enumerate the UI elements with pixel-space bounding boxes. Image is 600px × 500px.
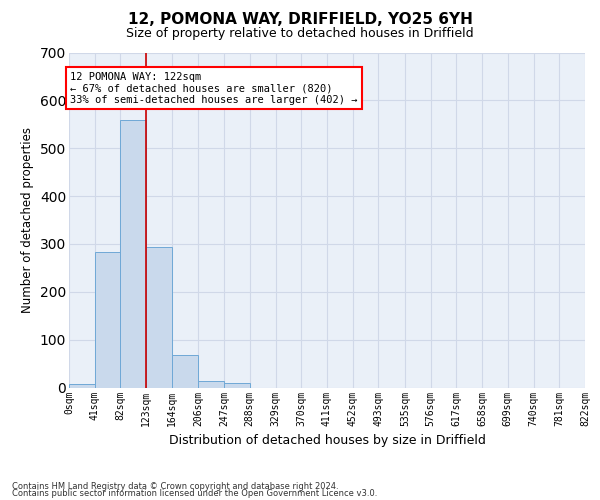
Text: 12, POMONA WAY, DRIFFIELD, YO25 6YH: 12, POMONA WAY, DRIFFIELD, YO25 6YH [128, 12, 472, 28]
Text: Contains public sector information licensed under the Open Government Licence v3: Contains public sector information licen… [12, 489, 377, 498]
Bar [121, 120, 146, 388]
Bar [69, 384, 95, 388]
Text: Size of property relative to detached houses in Driffield: Size of property relative to detached ho… [126, 28, 474, 40]
Bar [172, 355, 199, 388]
Y-axis label: Number of detached properties: Number of detached properties [21, 127, 34, 313]
Text: Contains HM Land Registry data © Crown copyright and database right 2024.: Contains HM Land Registry data © Crown c… [12, 482, 338, 491]
X-axis label: Distribution of detached houses by size in Driffield: Distribution of detached houses by size … [169, 434, 485, 447]
Bar [95, 252, 121, 388]
Bar [224, 383, 250, 388]
Text: 12 POMONA WAY: 122sqm
← 67% of detached houses are smaller (820)
33% of semi-det: 12 POMONA WAY: 122sqm ← 67% of detached … [70, 72, 358, 105]
Bar [146, 247, 172, 388]
Bar [199, 382, 224, 388]
